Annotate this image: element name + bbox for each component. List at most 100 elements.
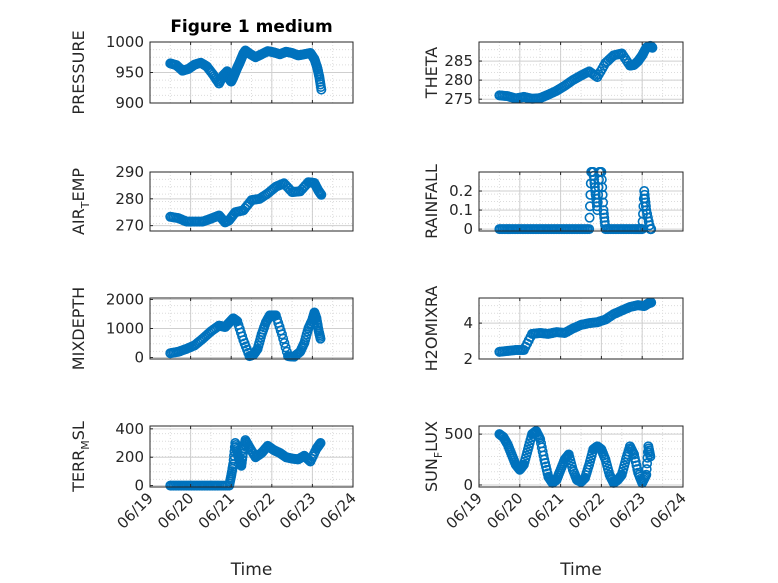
x-axis-label: Time	[559, 560, 602, 580]
axes-box	[478, 171, 684, 232]
x-tick-label: 06/22	[565, 489, 608, 532]
x-tick-label: 06/20	[154, 489, 197, 532]
y-tick-label: 400	[115, 420, 144, 438]
data-point-interp	[583, 462, 594, 473]
data-point-interp	[280, 342, 291, 353]
y-tick-label: 0	[134, 477, 144, 495]
x-tick-label: 06/19	[114, 489, 157, 532]
data-point-interp	[603, 54, 614, 65]
data-point-interp	[302, 326, 313, 337]
subplot-mixdepth: 0 1000 2000 MIXDEPTH	[69, 287, 354, 370]
y-tick-label: 0	[463, 476, 473, 494]
y-tick-label: 270	[115, 217, 144, 235]
data-point-interp	[584, 212, 595, 223]
x-tick-label: 06/20	[483, 489, 526, 532]
data-point-interp	[301, 453, 312, 464]
axes-box	[478, 297, 684, 360]
data-point-interp	[522, 447, 533, 458]
y-tick-label: 0	[463, 220, 473, 238]
data-point-interp	[279, 338, 290, 349]
y-tick-label: 2	[463, 350, 473, 368]
y-tick-label: 1000	[106, 320, 144, 338]
data-point-interp	[315, 82, 326, 93]
subplot-terr_msl: 0 200 400 TERRMSL 06/1906/2006/2106/2206/230…	[69, 420, 360, 580]
y-axis-label: AIRTEMP	[69, 168, 92, 235]
data-point-interp	[278, 333, 289, 344]
data-point-interp	[537, 446, 548, 457]
axes-box	[149, 425, 354, 488]
y-tick-label: 900	[115, 94, 144, 112]
y-tick-label: 0	[134, 349, 144, 367]
x-axis-label: Time	[230, 560, 273, 580]
data-point-interp	[640, 197, 651, 208]
subplot-sun_flux: 0 500SUNFLUX06/1906/2006/2106/2206/2306/2…	[422, 421, 690, 580]
series-h2omixra	[494, 297, 657, 357]
series-rainfall	[494, 167, 657, 235]
subplot-h2omixra: 2 4 H2OMIXRA	[422, 286, 684, 372]
x-tick-label: 06/23	[276, 489, 319, 532]
y-axis-label: H2OMIXRA	[422, 286, 441, 372]
x-tick-label: 06/24	[317, 489, 360, 532]
data-point-interp	[644, 449, 655, 460]
data-point-interp	[582, 67, 593, 78]
x-tick-label: 06/23	[606, 489, 649, 532]
y-tick-label: 290	[115, 163, 144, 181]
x-tick-label: 06/22	[235, 489, 278, 532]
series-pressure	[165, 45, 327, 95]
axes-box	[478, 425, 684, 488]
series-theta	[494, 40, 658, 104]
y-axis-label: TERRMSL	[69, 421, 92, 493]
y-axis-label: THETA	[422, 47, 441, 99]
y-tick-label: 280	[115, 190, 144, 208]
x-tick-label: 06/21	[524, 489, 567, 532]
y-axis-label: RAINFALL	[422, 164, 441, 239]
data-point-interp	[640, 471, 651, 482]
y-axis-label: PRESSURE	[69, 30, 88, 114]
data-point-interp	[517, 345, 528, 356]
y-tick-label: 1000	[106, 33, 144, 51]
y-tick-label: 285	[444, 52, 473, 70]
data-point-interp	[582, 224, 593, 235]
y-axis-label: MIXDEPTH	[69, 287, 88, 370]
y-tick-label: 500	[444, 425, 473, 443]
series-terr_msl	[165, 435, 326, 491]
chart-title: Figure 1 medium	[170, 17, 332, 37]
data-point-interp	[642, 458, 653, 469]
y-axis-label: SUNFLUX	[422, 421, 445, 492]
y-tick-label: 280	[444, 71, 473, 89]
y-tick-label: 950	[115, 64, 144, 82]
subplot-air_temp: 270 280 290 AIRTEMP	[69, 163, 354, 235]
data-point-interp	[314, 439, 325, 450]
data-point-interp	[315, 188, 326, 199]
data-point-interp	[641, 464, 652, 475]
x-tick-label: 06/21	[195, 489, 238, 532]
y-tick-label: 0.1	[449, 201, 473, 219]
data-point-interp	[646, 42, 657, 53]
x-tick-label: 06/24	[647, 489, 690, 532]
y-tick-label: 275	[444, 90, 473, 108]
series-mixdepth	[165, 307, 326, 362]
y-tick-label: 4	[463, 314, 473, 332]
data-point-interp	[598, 197, 609, 208]
axes-box	[478, 41, 684, 104]
subplot-pressure: 900 950 1000 PRESSURE Figure 1 medium	[69, 17, 354, 115]
data-point-interp	[628, 447, 639, 458]
data-point-interp	[302, 454, 313, 465]
y-tick-label: 0.2	[449, 182, 473, 200]
data-point-interp	[315, 331, 326, 342]
series-sun_flux	[494, 426, 656, 488]
data-point-interp	[646, 224, 657, 235]
data-point-interp	[562, 450, 573, 461]
data-point-interp	[237, 448, 248, 459]
axes-box	[149, 171, 354, 232]
y-tick-label: 200	[115, 448, 144, 466]
subplot-rainfall: 00.10.2 RAINFALL	[422, 164, 684, 239]
y-tick-label: 2000	[106, 290, 144, 308]
x-tick-label: 06/19	[443, 489, 486, 532]
data-point-interp	[313, 69, 324, 80]
series-air_temp	[165, 177, 327, 228]
data-point-interp	[534, 432, 545, 443]
